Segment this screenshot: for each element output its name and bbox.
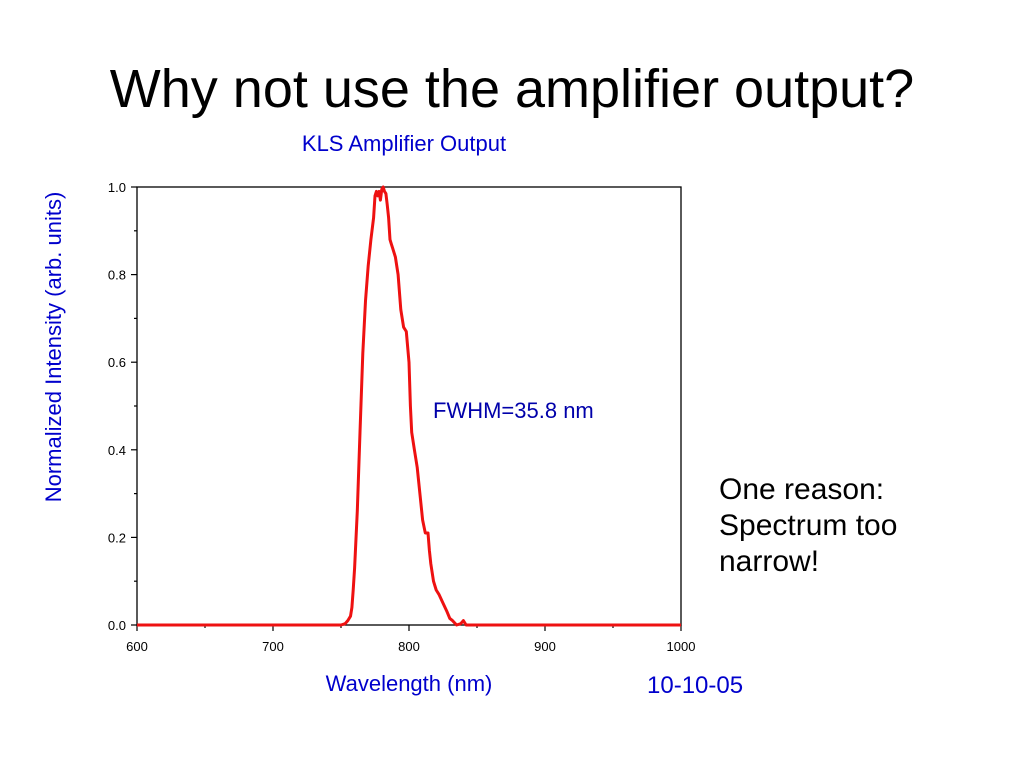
slide-title: Why not use the amplifier output?: [109, 59, 915, 119]
x-tick-label: 600: [126, 639, 148, 654]
side-note-line-3: narrow!: [719, 545, 820, 578]
side-note: One reason: Spectrum too narrow!: [719, 472, 897, 580]
chart-title: KLS Amplifier Output: [302, 131, 506, 156]
x-axis-label: Wavelength (nm): [326, 671, 493, 696]
x-tick-label: 700: [262, 639, 284, 654]
side-note-line-2: Spectrum too: [719, 509, 898, 542]
y-tick-label: 0.8: [108, 268, 126, 283]
y-tick-label: 1.0: [108, 180, 126, 195]
axis-ticks: 600 700 800 900 1000 0.0 0.2 0.4 0.6 0.8 1.0: [108, 180, 696, 654]
series-line: [137, 185, 681, 627]
y-tick-label: 0.6: [108, 355, 126, 370]
x-tick-label: 900: [534, 639, 556, 654]
x-tick-label: 800: [398, 639, 420, 654]
y-tick-label: 0.4: [108, 443, 126, 458]
fwhm-annotation: FWHM=35.8 nm: [433, 398, 594, 423]
y-axis-label: Normalized Intensity (arb. units): [41, 192, 66, 503]
y-tick-label: 0.2: [108, 530, 126, 545]
side-note-line-1: One reason:: [719, 473, 885, 506]
y-tick-label: 0.0: [108, 618, 126, 633]
date-stamp: 10-10-05: [647, 672, 744, 699]
x-tick-label: 1000: [667, 639, 696, 654]
